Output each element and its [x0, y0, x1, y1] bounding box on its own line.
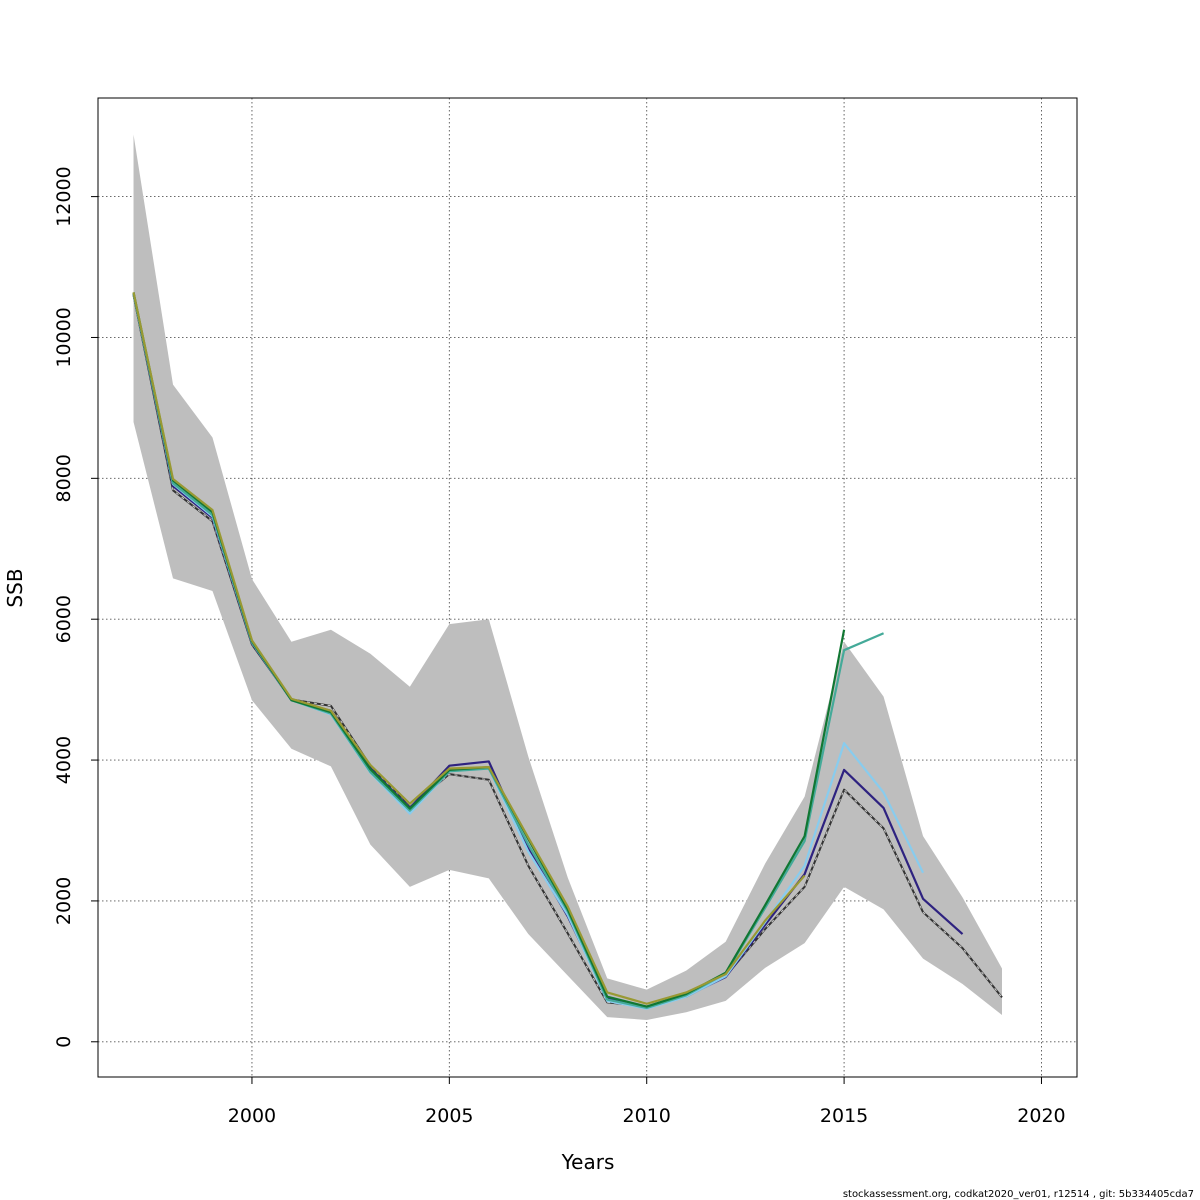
y-tick-label: 0	[53, 1036, 75, 1048]
plot-frame	[97, 97, 1078, 1078]
series-layer	[132, 292, 1003, 1010]
y-axis-label: SSB	[3, 568, 27, 607]
y-tick-label: 4000	[53, 736, 75, 784]
y-axis: 0 2000 4000 6000 8000 10000 12000	[53, 166, 98, 1048]
x-tick-label: 2000	[228, 1105, 276, 1127]
x-tick-label: 2015	[820, 1105, 868, 1127]
y-tick-label: 8000	[53, 454, 75, 502]
confidence-band	[133, 134, 1002, 1020]
confidence-band-layer	[133, 134, 1002, 1020]
x-tick-label: 2020	[1017, 1105, 1065, 1127]
x-tick-label: 2005	[425, 1105, 473, 1127]
y-tick-label: 2000	[53, 877, 75, 925]
footer-credit: stockassessment.org, codkat2020_ver01, r…	[843, 1189, 1194, 1200]
series-line-6	[132, 292, 806, 1005]
x-axis-label: Years	[561, 1150, 615, 1174]
grid	[98, 98, 1077, 1077]
y-tick-label: 6000	[53, 595, 75, 643]
x-axis: 2000 2005 2010 2015 2020	[228, 1077, 1066, 1127]
y-tick-label: 10000	[53, 307, 75, 367]
y-tick-label: 12000	[53, 166, 75, 226]
x-tick-label: 2010	[623, 1105, 671, 1127]
